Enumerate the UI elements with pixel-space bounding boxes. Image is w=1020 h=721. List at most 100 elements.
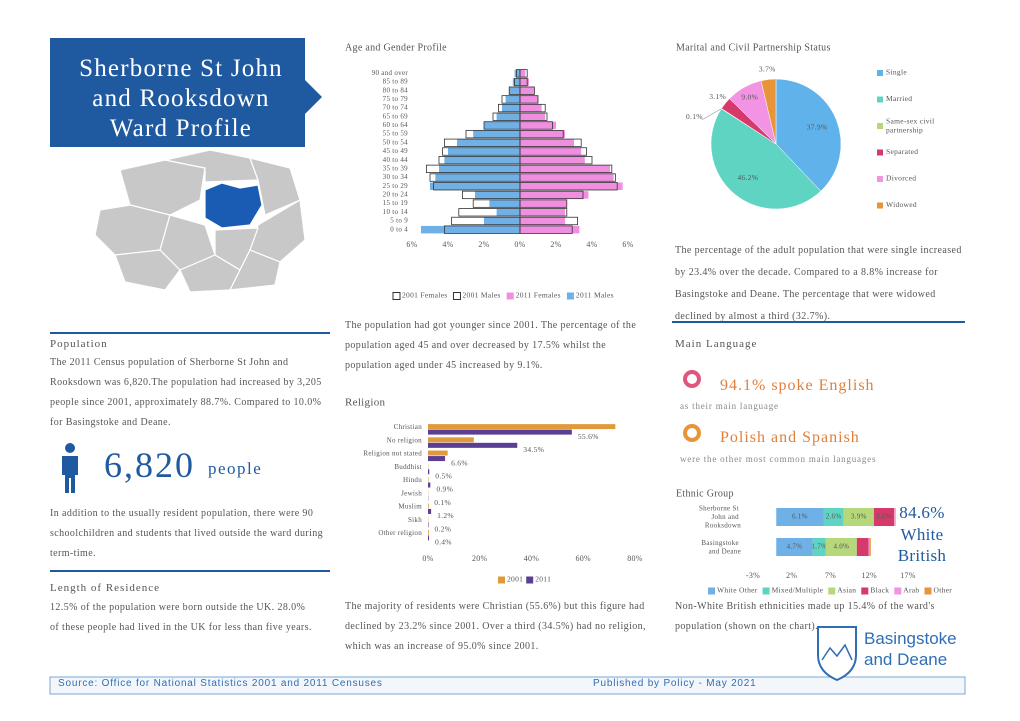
section-heading: Length of Residence <box>50 582 161 594</box>
bar <box>428 450 448 456</box>
icon-body <box>62 456 78 493</box>
bar <box>473 130 520 138</box>
legend-swatch <box>828 587 836 595</box>
caption: The population had got younger since 200… <box>345 320 637 371</box>
bar <box>514 69 520 78</box>
bar <box>458 208 521 217</box>
bar <box>438 156 521 165</box>
paragraph: The 2011 Census population of Sherborne … <box>50 357 322 428</box>
bar-segment <box>894 508 895 526</box>
x-tick-label: 4% <box>442 240 453 249</box>
population-unit: people <box>208 459 263 478</box>
bar-segment <box>843 508 874 526</box>
legend-swatch <box>861 587 869 595</box>
bar-segment <box>869 538 871 556</box>
bar <box>484 217 520 225</box>
legend-label: 2001 Females <box>402 291 447 300</box>
bar <box>475 191 520 199</box>
bar <box>520 225 580 234</box>
logo-text: and Deane <box>864 650 948 669</box>
bar <box>428 508 432 514</box>
bar <box>428 535 430 541</box>
y-tick-label: Christian <box>394 423 423 431</box>
section-heading: Population <box>50 338 108 350</box>
bar <box>520 69 526 78</box>
y-tick-label: 50 to 54 <box>383 138 409 146</box>
legend-swatch <box>877 123 883 129</box>
data-label: 0.1% <box>434 498 451 507</box>
footer-bar <box>49 676 966 695</box>
bar <box>443 138 521 147</box>
bar <box>505 95 520 104</box>
data-label: 4.7% <box>787 543 803 551</box>
footer-source: Source: Office for National Statistics 2… <box>58 678 383 689</box>
y-tick-label: Sikh <box>408 516 422 524</box>
bar <box>509 86 520 95</box>
legend-label: Widowed <box>886 200 917 209</box>
bar <box>483 121 521 130</box>
y-tick-label: 35 to 39 <box>383 164 409 172</box>
bar <box>428 456 446 462</box>
bar-segment <box>776 538 813 556</box>
data-label: 2.6% <box>876 513 892 521</box>
legend-label: 2001 Males <box>462 291 500 300</box>
y-tick-label: Religion not stated <box>363 450 422 458</box>
legend-swatch <box>894 587 902 595</box>
bar <box>520 199 567 208</box>
bar <box>520 95 538 104</box>
bar-segment <box>825 538 857 556</box>
caption: The percentage of the adult population t… <box>675 245 962 322</box>
bar <box>496 113 520 121</box>
legend-label: Asian <box>837 586 856 595</box>
data-label: 4.0% <box>833 543 849 551</box>
bar <box>497 103 521 113</box>
bar-segment <box>856 538 869 556</box>
bar <box>428 424 616 430</box>
x-tick-label: 6% <box>406 240 417 249</box>
y-tick-label: Sherborne St John and Rooksdown <box>699 504 741 529</box>
logo-text: Basingstoke <box>864 629 957 648</box>
legend-swatch <box>762 587 770 595</box>
language-subline: as their main language <box>680 401 779 411</box>
icon-head <box>65 443 75 453</box>
legend-swatch <box>924 587 932 595</box>
legend-label: 2011 Males <box>576 291 614 300</box>
bar <box>429 173 521 182</box>
legend-swatch <box>392 292 401 300</box>
legend-label: Black <box>870 586 889 595</box>
data-label: 0.9% <box>436 485 453 494</box>
y-tick-label: 80 to 84 <box>383 86 409 94</box>
y-tick-label: 5 to 9 <box>390 217 408 225</box>
data-label: 34.5% <box>523 445 544 454</box>
bar <box>520 78 529 86</box>
legend-swatch <box>498 576 505 584</box>
bar <box>520 156 585 164</box>
bar <box>428 482 431 488</box>
y-tick-label: 85 to 89 <box>383 78 409 86</box>
data-label: 0.1% <box>686 112 703 121</box>
x-tick-label: 2% <box>478 240 489 249</box>
bar <box>520 147 582 156</box>
legend-swatch <box>877 96 883 103</box>
bar <box>435 173 520 182</box>
data-label: 3.1% <box>709 92 726 101</box>
person-icon <box>62 443 78 493</box>
legend-label: Single <box>886 68 907 77</box>
data-label: 1.7% <box>811 543 827 551</box>
bar <box>428 503 429 509</box>
bar <box>520 173 614 182</box>
legend-label: Same-sex civil partnership <box>886 116 937 134</box>
footer-published: Published by Policy - May 2021 <box>593 678 757 689</box>
bar <box>492 112 521 121</box>
paragraph: 12.5% of the population were born outsid… <box>50 602 312 633</box>
bar <box>421 225 520 234</box>
logo-emblem <box>821 643 853 661</box>
bar <box>520 217 565 225</box>
x-tick-label: 6% <box>622 240 633 249</box>
bar <box>433 182 521 191</box>
chart-title: Marital and Civil Partnership Status <box>676 42 831 53</box>
data-label: 46.2% <box>737 173 758 182</box>
data-label: 9.0% <box>741 92 758 101</box>
